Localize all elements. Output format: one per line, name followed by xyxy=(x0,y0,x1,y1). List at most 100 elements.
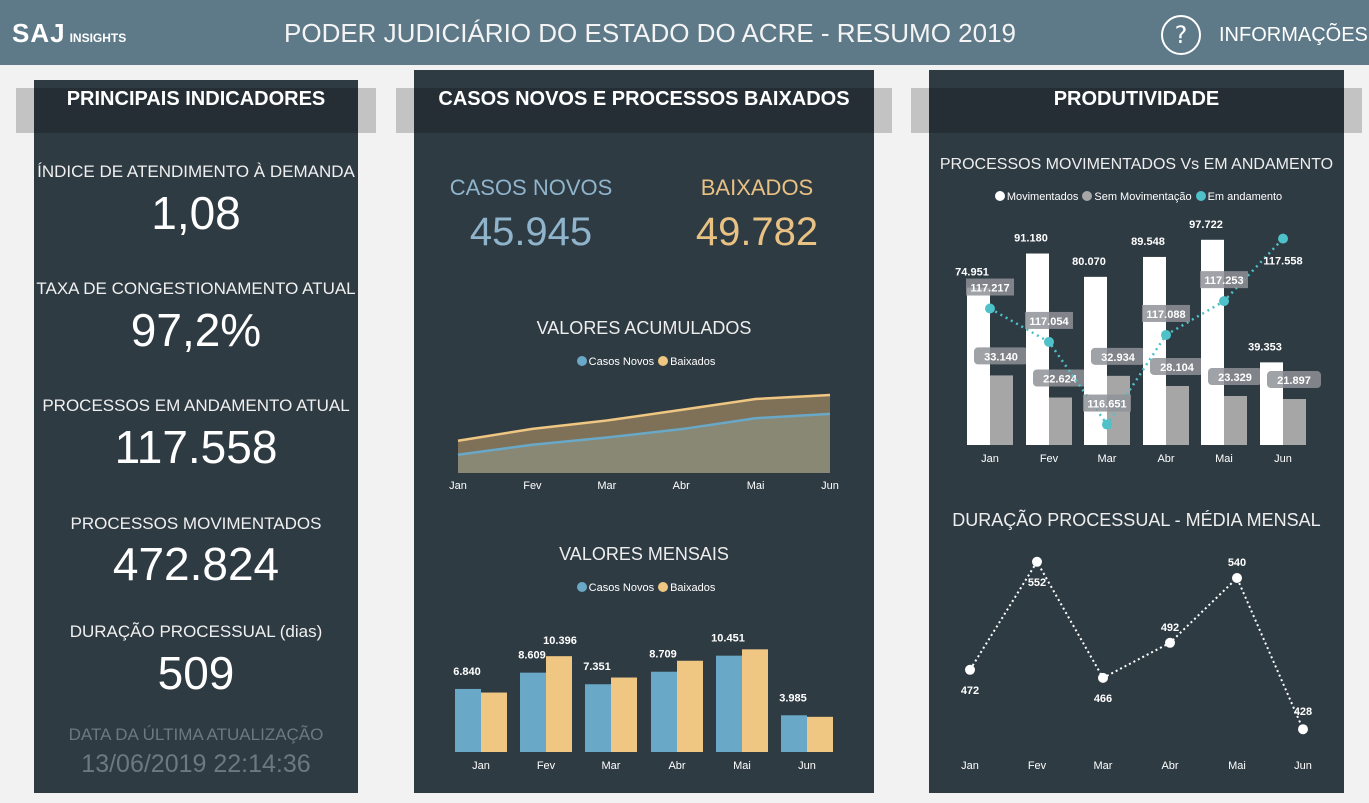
legend-dot xyxy=(1082,191,1093,201)
bar-baixados xyxy=(546,656,572,752)
data-label: 91.180 xyxy=(1014,233,1048,245)
x-tick-label: Jun xyxy=(1294,760,1312,772)
x-tick-label: Mar xyxy=(602,760,621,772)
legend-dot xyxy=(576,356,587,366)
casos-novos-value: 45.945 xyxy=(469,210,593,254)
legend-label: Casos Novos xyxy=(588,356,655,368)
x-tick-label: Mar xyxy=(1094,760,1113,772)
data-label: 492 xyxy=(1161,622,1179,634)
point-em-andamento xyxy=(1278,233,1288,244)
bar-casos-novos xyxy=(781,715,807,752)
data-label: 7.351 xyxy=(583,661,611,673)
baixados-label: BAIXADOS xyxy=(700,175,814,200)
update-value: 13/06/2019 22:14:36 xyxy=(81,750,311,778)
data-label: 466 xyxy=(1094,693,1112,705)
legend-label: Em andamento xyxy=(1207,191,1283,203)
point-em-andamento xyxy=(1219,296,1229,307)
label-box xyxy=(974,347,1028,365)
x-tick-label: Abr xyxy=(673,480,690,492)
bar-sem-movimentacao xyxy=(990,375,1013,445)
x-tick-label: Abr xyxy=(1157,453,1174,465)
bar-casos-novos xyxy=(455,688,481,752)
legend-label: Baixados xyxy=(670,356,716,368)
data-label: 21.897 xyxy=(1277,375,1311,387)
bar-casos-novos xyxy=(520,672,546,752)
data-label: 428 xyxy=(1294,706,1312,718)
x-tick-label: Jun xyxy=(821,480,839,492)
bar-sem-movimentacao xyxy=(1283,399,1306,445)
bar-baixados xyxy=(742,649,768,752)
point-duracao xyxy=(1098,672,1108,683)
legend-dot xyxy=(658,356,669,366)
data-label: 540 xyxy=(1228,557,1246,569)
bar-sem-movimentacao xyxy=(1166,385,1189,445)
saj-insights-logo: SAJ INSIGHTS xyxy=(12,18,126,49)
casos-novos-label: CASOS NOVOS xyxy=(449,175,613,200)
x-tick-label: Jun xyxy=(798,760,816,772)
label-box xyxy=(1267,371,1321,389)
info-link[interactable]: INFORMAÇÕES xyxy=(1219,24,1368,46)
panel-title: PRODUTIVIDADE xyxy=(929,88,1344,133)
mov-legend: Movimentados Sem Movimentação Em andamento xyxy=(929,191,1344,203)
x-tick-label: Fev xyxy=(523,480,542,492)
line-em-andamento xyxy=(989,237,1284,427)
x-tick-label: Jan xyxy=(472,760,490,772)
mon-legend: Casos Novos Baixados xyxy=(414,582,874,594)
bar-sem-movimentacao xyxy=(1049,397,1072,445)
help-icon[interactable]: ? xyxy=(1161,15,1201,55)
kpi-label: PROCESSOS MOVIMENTADOS xyxy=(70,514,322,533)
bar-sem-movimentacao xyxy=(1224,396,1247,445)
data-label: 28.104 xyxy=(1160,362,1195,374)
data-label: 22.624 xyxy=(1043,373,1078,385)
data-label: 116.651 xyxy=(1087,399,1126,411)
x-tick-label: Fev xyxy=(1028,760,1047,772)
x-tick-label: Mar xyxy=(1098,453,1117,465)
x-tick-label: Abr xyxy=(1161,760,1178,772)
update-label: DATA DA ÚLTIMA ATUALIZAÇÃO xyxy=(68,725,324,744)
x-tick-label: Abr xyxy=(668,760,685,772)
data-label: 6.840 xyxy=(453,666,481,678)
data-label: 97.722 xyxy=(1189,219,1223,231)
data-label: 80.070 xyxy=(1072,256,1106,268)
point-duracao xyxy=(1032,556,1042,567)
panel-title: CASOS NOVOS E PROCESSOS BAIXADOS xyxy=(414,88,874,133)
label-box xyxy=(1208,368,1262,386)
kpi-label: ÍNDICE DE ATENDIMENTO À DEMANDA xyxy=(37,162,355,181)
data-label: 33.140 xyxy=(984,351,1018,363)
kpi-label: DURAÇÃO PROCESSUAL (dias) xyxy=(69,622,323,641)
logo-subtext: INSIGHTS xyxy=(69,31,127,45)
legend-dot xyxy=(1195,191,1206,201)
acc-chart-title: VALORES ACUMULADOS xyxy=(536,318,752,338)
data-label: 117.253 xyxy=(1204,275,1243,287)
label-box xyxy=(1091,347,1145,365)
label-box xyxy=(1150,357,1204,375)
bar-baixados xyxy=(481,692,507,752)
label-box xyxy=(1200,271,1248,289)
panel-title: PRINCIPAIS INDICADORES xyxy=(34,88,358,133)
bar-baixados xyxy=(677,660,703,752)
x-tick-label: Fev xyxy=(1040,453,1059,465)
x-tick-label: Jan xyxy=(981,453,999,465)
line-duracao xyxy=(969,559,1304,730)
mov-chart-title: PROCESSOS MOVIMENTADOS Vs EM ANDAMENTO xyxy=(939,156,1334,173)
data-label: 8.709 xyxy=(649,649,677,661)
bar-casos-novos xyxy=(585,684,611,752)
data-label: 10.396 xyxy=(543,635,577,647)
line-baixados xyxy=(457,393,831,443)
kpi-label: TAXA DE CONGESTIONAMENTO ATUAL xyxy=(36,279,356,298)
legend-dot xyxy=(994,191,1005,201)
data-label: 117.558 xyxy=(1263,256,1302,268)
line-casos-novos xyxy=(457,412,831,456)
bar-casos-novos xyxy=(651,671,677,752)
point-em-andamento xyxy=(985,303,995,314)
data-label: 39.353 xyxy=(1248,341,1282,353)
label-box xyxy=(1142,304,1190,322)
bar-movimentados xyxy=(1026,253,1049,445)
data-label: 117.088 xyxy=(1146,309,1185,321)
indicators-panel: PRINCIPAIS INDICADORES ÍNDICE DE ATENDIM… xyxy=(34,80,358,793)
data-label: 8.609 xyxy=(518,650,546,662)
legend-label: Sem Movimentação xyxy=(1094,191,1192,203)
bar-movimentados xyxy=(1143,256,1166,445)
point-em-andamento xyxy=(1044,336,1054,347)
